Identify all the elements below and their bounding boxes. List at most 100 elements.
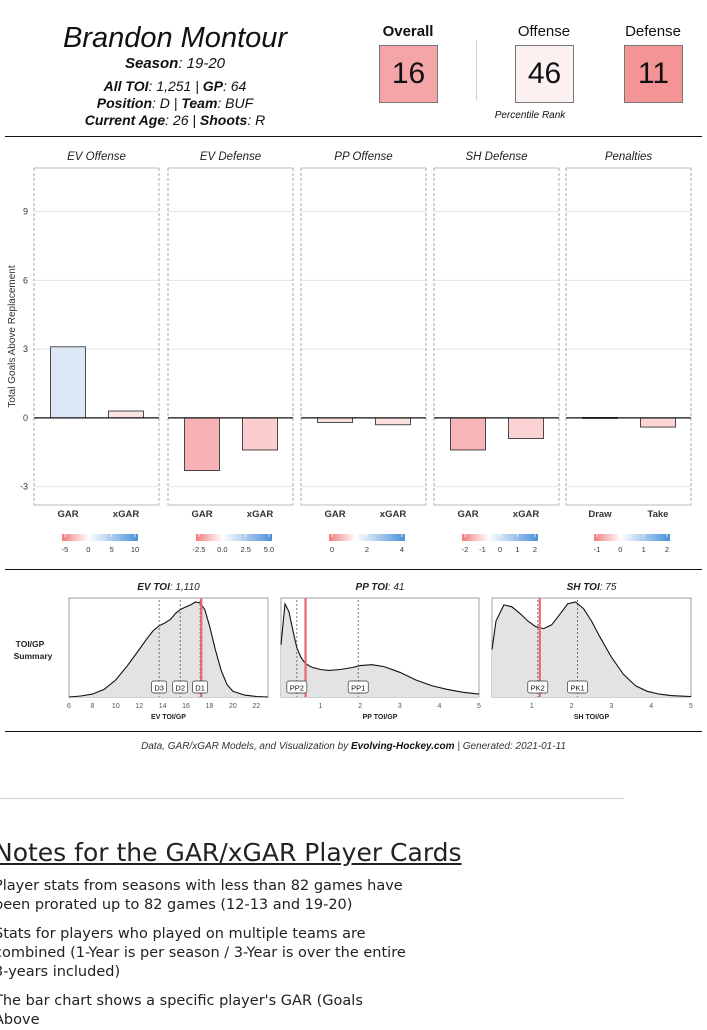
x-tick-label: 3	[609, 703, 613, 710]
legend-tick-label: -2.5	[193, 545, 206, 554]
y-tick-label: 9	[23, 207, 28, 217]
x-tick-label: 4	[437, 703, 441, 710]
x-tick-label: GAR	[191, 509, 212, 520]
x-tick-label: 2	[358, 703, 362, 710]
defense-label: Defense	[625, 23, 681, 40]
score-divider	[476, 40, 477, 100]
position-value: : D |	[152, 95, 182, 111]
footer-brand: Evolving-Hockey.com	[350, 741, 455, 752]
overall-label: Overall	[382, 23, 434, 40]
header-divider	[5, 136, 702, 137]
tier-label: D1	[195, 684, 205, 693]
toi-title-label: SH TOI	[567, 582, 600, 593]
footer-credit: Data, GAR/xGAR Models, and Visualization…	[0, 741, 707, 752]
x-tick-label: GAR	[324, 509, 345, 520]
bar-xgar	[375, 417, 411, 426]
toi-value: : 1,251 |	[148, 78, 203, 94]
x-axis-label: PP TOI/GP	[363, 714, 398, 721]
y-tick-label: -3	[20, 482, 28, 492]
tier-label-box	[567, 680, 588, 694]
density-area	[281, 603, 479, 697]
row-label: TOI/GP	[16, 639, 45, 649]
offense-score-box: 46	[515, 45, 574, 103]
toi-panel-title: PP TOI: 41	[356, 582, 405, 593]
x-tick-label: GAR	[457, 509, 478, 520]
legend-tick-label: -5	[62, 545, 69, 554]
legend-tick-label: 0	[618, 545, 622, 554]
legend-tick-label: 10	[131, 545, 139, 554]
legend-tick-label: 0	[330, 545, 334, 554]
panel-title: PP Offense	[334, 151, 392, 163]
y-axis-label: Total Goals Above Replacement	[7, 265, 18, 408]
x-tick-label: 1	[530, 703, 534, 710]
x-tick-label: 10	[112, 703, 120, 710]
team-value: : BUF	[217, 95, 254, 111]
x-tick-label: xGAR	[247, 509, 274, 520]
position-label: Position	[96, 95, 153, 111]
overall-score-box: 16	[379, 45, 438, 103]
legend-tick-label: 5.0	[264, 545, 274, 554]
y-tick-label: 0	[23, 413, 28, 423]
x-tick-label: 14	[159, 703, 167, 710]
x-tick-label: 20	[229, 703, 237, 710]
tier-label: D3	[154, 684, 164, 693]
season-label: Season	[124, 55, 179, 72]
legend-colorbar	[594, 534, 670, 541]
legend-colorbar	[62, 534, 138, 541]
x-tick-label: 2	[570, 703, 574, 710]
legend-tick-label: 0	[86, 545, 90, 554]
row-label: Summary	[14, 651, 53, 661]
chart-divider	[5, 569, 702, 570]
note-item: Stats for players who played on multiple…	[0, 926, 406, 980]
x-tick-label: xGAR	[113, 509, 140, 520]
toi-title-label: PP TOI	[356, 582, 388, 593]
bar-xgar	[508, 417, 544, 439]
x-tick-label: Draw	[588, 509, 612, 520]
x-tick-label: Take	[648, 509, 669, 520]
toi-panel-title: SH TOI: 75	[567, 582, 617, 593]
x-tick-label: 5	[477, 703, 481, 710]
legend-tick-label: 2	[365, 545, 369, 554]
offense-label: Offense	[517, 23, 571, 40]
toi-title-value: : 41	[388, 582, 405, 593]
legend-tick-label: 5	[110, 545, 114, 554]
legend-tick-label: 2.5	[240, 545, 250, 554]
toi-panel-title: EV TOI: 1,110	[137, 582, 200, 593]
note-item: Player stats from seasons with less than…	[0, 878, 403, 913]
notes-title: Notes for the GAR/xGAR Player Cards	[0, 838, 462, 867]
legend-colorbar	[462, 534, 538, 541]
bar-gar	[450, 417, 486, 451]
tier-label-box	[347, 680, 369, 694]
x-tick-label: 3	[398, 703, 402, 710]
x-tick-label: xGAR	[513, 509, 540, 520]
y-tick-label: 3	[23, 344, 28, 354]
density-area	[69, 602, 268, 697]
toi-line: All TOI: 1,251 | GP: 64	[60, 77, 290, 95]
panel-title: SH Defense	[465, 151, 527, 163]
age-label: Current Age	[84, 112, 166, 128]
panel-title: EV Offense	[67, 151, 126, 163]
legend-tick-label: 0.0	[217, 545, 227, 554]
legend-tick-label: -1	[594, 545, 601, 554]
shoots-value: : R	[247, 112, 266, 128]
toi-label: All TOI	[103, 78, 149, 94]
percentile-rank-label: Percentile Rank	[494, 110, 566, 121]
y-tick-label: 6	[23, 275, 28, 285]
x-tick-label: 16	[182, 703, 190, 710]
tier-label-box	[527, 680, 549, 694]
legend-tick-label: 2	[533, 545, 537, 554]
gp-value: : 64	[222, 78, 247, 94]
x-axis-label: EV TOI/GP	[151, 714, 186, 721]
defense-score-box: 11	[624, 45, 683, 103]
x-tick-label: 22	[252, 703, 260, 710]
legend-colorbar	[329, 534, 405, 541]
bar-gar	[50, 346, 86, 419]
toi-title-label: EV TOI	[137, 582, 170, 593]
player-name: Brandon Montour	[62, 22, 288, 54]
tier-label-box	[172, 680, 189, 694]
toi-title-value: : 75	[600, 582, 617, 593]
tier-label-box	[286, 680, 308, 694]
x-tick-label: 8	[90, 703, 94, 710]
x-tick-label: 4	[649, 703, 653, 710]
age-value: : 26 |	[165, 112, 200, 128]
